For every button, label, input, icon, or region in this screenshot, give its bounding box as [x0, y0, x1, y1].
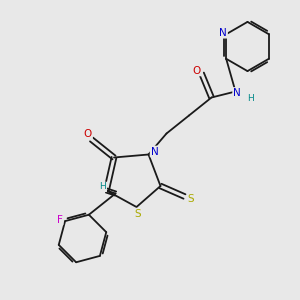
Text: N: N [233, 88, 241, 98]
Text: O: O [192, 65, 200, 76]
Text: F: F [57, 214, 63, 225]
Text: O: O [84, 129, 92, 139]
Text: H: H [247, 94, 254, 103]
Text: N: N [219, 28, 227, 38]
Text: N: N [151, 146, 158, 157]
Text: S: S [135, 208, 141, 219]
Text: S: S [188, 194, 194, 205]
Text: H: H [100, 182, 106, 191]
